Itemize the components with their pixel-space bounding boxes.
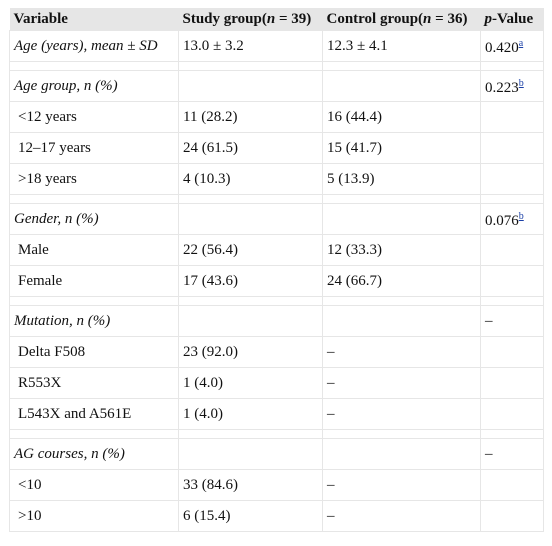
control-value: –: [322, 336, 481, 368]
table-row: <10 33 (84.6) –: [9, 469, 544, 501]
table-row: Delta F508 23 (92.0) –: [9, 336, 544, 368]
spacer-row: [9, 296, 544, 306]
row-label: Delta F508: [9, 336, 179, 368]
row-label: Gender, n (%): [9, 203, 179, 235]
control-value: 16 (44.4): [322, 101, 481, 133]
control-value: –: [322, 398, 481, 430]
table-row: AG courses, n (%) –: [9, 438, 544, 470]
header-study-group: Study group(n = 39): [178, 8, 323, 31]
row-label: Mutation, n (%): [9, 305, 179, 337]
table-row: Male 22 (56.4) 12 (33.3): [9, 234, 544, 266]
header-row: Variable Study group(n = 39) Control gro…: [9, 8, 544, 31]
table-row: Female 17 (43.6) 24 (66.7): [9, 265, 544, 297]
footnote-link[interactable]: b: [518, 211, 524, 222]
study-value: 4 (10.3): [178, 163, 323, 195]
table-row: >18 years 4 (10.3) 5 (13.9): [9, 163, 544, 195]
row-label: Age group, n (%): [9, 70, 179, 102]
control-value: 12 (33.3): [322, 234, 481, 266]
table-container: Variable Study group(n = 39) Control gro…: [9, 8, 544, 532]
table-row: Age (years), mean ± SD 13.0 ± 3.2 12.3 ±…: [9, 30, 544, 62]
study-value: 6 (15.4): [178, 500, 323, 532]
control-value: –: [322, 500, 481, 532]
study-value: 22 (56.4): [178, 234, 323, 266]
table-row: Mutation, n (%) –: [9, 305, 544, 337]
study-value: 1 (4.0): [178, 367, 323, 399]
p-value: 0.223b: [480, 70, 544, 102]
study-value: 1 (4.0): [178, 398, 323, 430]
study-value: 24 (61.5): [178, 132, 323, 164]
header-control-group: Control group(n = 36): [322, 8, 481, 31]
table-row: >10 6 (15.4) –: [9, 500, 544, 532]
row-label: L543X and A561E: [9, 398, 179, 430]
spacer-row: [9, 61, 544, 71]
study-value: 17 (43.6): [178, 265, 323, 297]
row-label: >18 years: [9, 163, 179, 195]
table-row: 12–17 years 24 (61.5) 15 (41.7): [9, 132, 544, 164]
table-row: Age group, n (%) 0.223b: [9, 70, 544, 102]
control-value: –: [322, 469, 481, 501]
row-label: Age (years), mean ± SD: [9, 30, 179, 62]
study-value: 33 (84.6): [178, 469, 323, 501]
table-row: <12 years 11 (28.2) 16 (44.4): [9, 101, 544, 133]
footnote-link[interactable]: b: [518, 78, 524, 89]
row-label: <10: [9, 469, 179, 501]
p-value: –: [480, 305, 544, 337]
data-table: Variable Study group(n = 39) Control gro…: [9, 8, 544, 532]
p-value: –: [480, 438, 544, 470]
p-value: 0.076b: [480, 203, 544, 235]
row-label: <12 years: [9, 101, 179, 133]
header-p-value: p-Value: [480, 8, 544, 31]
spacer-row: [9, 429, 544, 439]
table-row: R553X 1 (4.0) –: [9, 367, 544, 399]
row-label: 12–17 years: [9, 132, 179, 164]
study-value: 23 (92.0): [178, 336, 323, 368]
header-variable: Variable: [9, 8, 179, 31]
control-value: 24 (66.7): [322, 265, 481, 297]
control-value: 15 (41.7): [322, 132, 481, 164]
spacer-row: [9, 194, 544, 204]
row-label: Male: [9, 234, 179, 266]
control-value: –: [322, 367, 481, 399]
table-row: Gender, n (%) 0.076b: [9, 203, 544, 235]
row-label: R553X: [9, 367, 179, 399]
row-label: AG courses, n (%): [9, 438, 179, 470]
footnote-link[interactable]: a: [518, 38, 524, 49]
row-label: Female: [9, 265, 179, 297]
study-value: 11 (28.2): [178, 101, 323, 133]
study-value: 13.0 ± 3.2: [178, 30, 323, 62]
p-value: 0.420a: [480, 30, 544, 62]
control-value: 5 (13.9): [322, 163, 481, 195]
row-label: >10: [9, 500, 179, 532]
control-value: 12.3 ± 4.1: [322, 30, 481, 62]
table-row: L543X and A561E 1 (4.0) –: [9, 398, 544, 430]
